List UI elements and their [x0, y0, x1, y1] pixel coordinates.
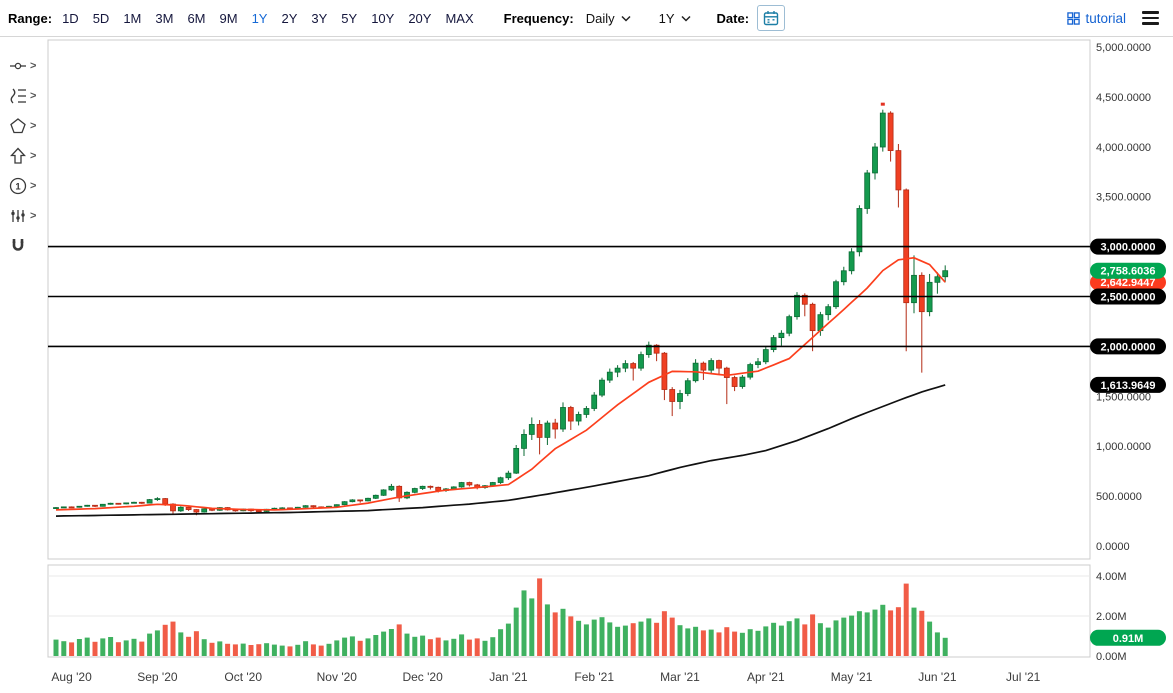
candles-layer: [53, 109, 949, 516]
range-button-max[interactable]: MAX: [445, 10, 474, 26]
range-button-1d[interactable]: 1D: [62, 10, 79, 26]
date-picker-button[interactable]: [757, 5, 786, 31]
range-button-1m[interactable]: 1M: [123, 10, 142, 26]
range-button-3y[interactable]: 3Y: [311, 10, 328, 26]
range-button-10y[interactable]: 10Y: [371, 10, 395, 26]
volume-pane-border: [47, 564, 1091, 658]
x-axis-tick: Mar '21: [660, 670, 700, 684]
x-axis-tick: May '21: [831, 670, 873, 684]
toolbar: Range: 1D 5D 1M 3M 6M 9M 1Y 2Y 3Y 5Y 10Y 20Y MAX Fre…: [0, 0, 1173, 37]
range-button-5d[interactable]: 5D: [92, 10, 110, 26]
black-ma-line: [55, 384, 946, 517]
trendline-tool[interactable]: >: [8, 56, 36, 76]
x-axis-tick: Jan '21: [489, 670, 528, 684]
fibonacci-tool[interactable]: >: [8, 86, 36, 106]
trendline-tool-icon: [10, 62, 26, 70]
x-axis-tick: Feb '21: [574, 670, 614, 684]
indicators-tool[interactable]: >: [8, 206, 36, 226]
y-axis-tick: 3,500.0000: [1096, 192, 1151, 204]
y-axis-tick: 0.0000: [1096, 541, 1130, 553]
volume-badge-text: 0.91M: [1113, 633, 1144, 645]
volume-bars-layer: [53, 578, 948, 656]
x-axis-tick: Oct '20: [224, 670, 262, 684]
arrow-tool[interactable]: >: [8, 146, 36, 166]
chevron-right-icon: >: [30, 60, 37, 72]
x-axis-tick: Jun '21: [918, 670, 957, 684]
last-price-badge-text: 2,758.6036: [1100, 266, 1155, 278]
menu-icon[interactable]: [1142, 11, 1159, 25]
price-line-badge-text: 2,000.0000: [1100, 341, 1155, 353]
x-axis-tick: Aug '20: [51, 670, 92, 684]
volume-axis-tick: 0.00M: [1096, 651, 1127, 663]
black-ma-badge: 1,613.9649: [1090, 376, 1166, 393]
y-axis-tick: 5,000.0000: [1096, 42, 1151, 54]
price-line-badge-text: 2,500.0000: [1100, 292, 1155, 304]
volume-badge: 0.91M: [1090, 629, 1166, 646]
magnet-tool-icon: [12, 239, 24, 251]
shapes-tool-icon: [10, 118, 26, 134]
chevron-right-icon: >: [30, 150, 37, 162]
y-axis-tick: 500.0000: [1096, 491, 1142, 503]
period-select[interactable]: 1Y: [659, 11, 691, 26]
y-axis-tick: 4,000.0000: [1096, 142, 1151, 154]
range-label: Range:: [8, 10, 53, 26]
x-axis-tick: Nov '20: [317, 670, 358, 684]
black-ma-badge-text: 1,613.9649: [1100, 380, 1155, 392]
tutorial-label: tutorial: [1085, 10, 1126, 26]
price-line-badge: 2,000.0000: [1090, 338, 1166, 355]
red-ma-badge-text: 2,642.9447: [1100, 277, 1155, 289]
chevron-right-icon: >: [30, 210, 37, 222]
volume-axis-tick: 4.00M: [1096, 571, 1127, 583]
x-axis-tick: Dec '20: [402, 670, 443, 684]
last-price-badge: 2,758.6036: [1090, 262, 1166, 279]
calendar-icon: [763, 11, 779, 26]
price-pane-border: [47, 39, 1091, 560]
period-value: 1Y: [658, 10, 675, 26]
range-buttons: 1D 5D 1M 3M 6M 9M 1Y 2Y 3Y 5Y 10Y 20Y MAX: [62, 11, 474, 26]
chevron-down-icon: [681, 15, 691, 22]
range-button-5y[interactable]: 5Y: [341, 10, 358, 26]
range-button-9m[interactable]: 9M: [219, 10, 238, 26]
tutorial-link[interactable]: tutorial: [1067, 11, 1126, 26]
frequency-value: Daily: [585, 10, 615, 26]
peak-marker: [880, 102, 885, 106]
frequency-select[interactable]: Daily: [586, 11, 631, 26]
y-axis-tick: 4,500.0000: [1096, 92, 1151, 104]
volume-axis-tick: 2.00M: [1096, 611, 1127, 623]
chevron-right-icon: >: [30, 90, 37, 102]
number-annotation-tool[interactable]: 1 >: [8, 176, 36, 196]
magnet-tool[interactable]: [8, 236, 36, 256]
arrow-tool-icon: [10, 147, 26, 164]
range-button-2y[interactable]: 2Y: [281, 10, 298, 26]
range-button-6m[interactable]: 6M: [187, 10, 206, 26]
svg-text:1: 1: [15, 181, 21, 192]
red-ma-line: [55, 256, 946, 511]
indicators-tool-icon: [11, 210, 25, 222]
y-axis-tick: 1,500.0000: [1096, 391, 1151, 403]
drawing-toolbar: > > > >1 > >: [8, 56, 36, 256]
date-label: Date:: [716, 10, 750, 26]
shapes-tool[interactable]: >: [8, 116, 36, 136]
price-line-badge: 3,000.0000: [1090, 238, 1166, 255]
grid-icon: [1067, 11, 1081, 25]
range-button-20y[interactable]: 20Y: [408, 10, 432, 26]
fibonacci-tool-icon: [10, 88, 26, 104]
y-axis-tick: 1,000.0000: [1096, 441, 1151, 453]
range-button-3m[interactable]: 3M: [155, 10, 174, 26]
x-axis-tick: Apr '21: [747, 670, 785, 684]
price-line-badge: 2,500.0000: [1090, 288, 1166, 305]
x-axis-tick: Sep '20: [137, 670, 178, 684]
number-annotation-tool-icon: 1: [9, 177, 27, 195]
price-line-badge-text: 3,000.0000: [1100, 242, 1155, 254]
frequency-label: Frequency:: [503, 10, 574, 26]
range-button-1y[interactable]: 1Y: [251, 10, 268, 26]
chevron-right-icon: >: [30, 180, 37, 192]
chevron-right-icon: >: [30, 120, 37, 132]
chevron-down-icon: [621, 15, 631, 22]
x-axis-tick: Jul '21: [1006, 670, 1041, 684]
